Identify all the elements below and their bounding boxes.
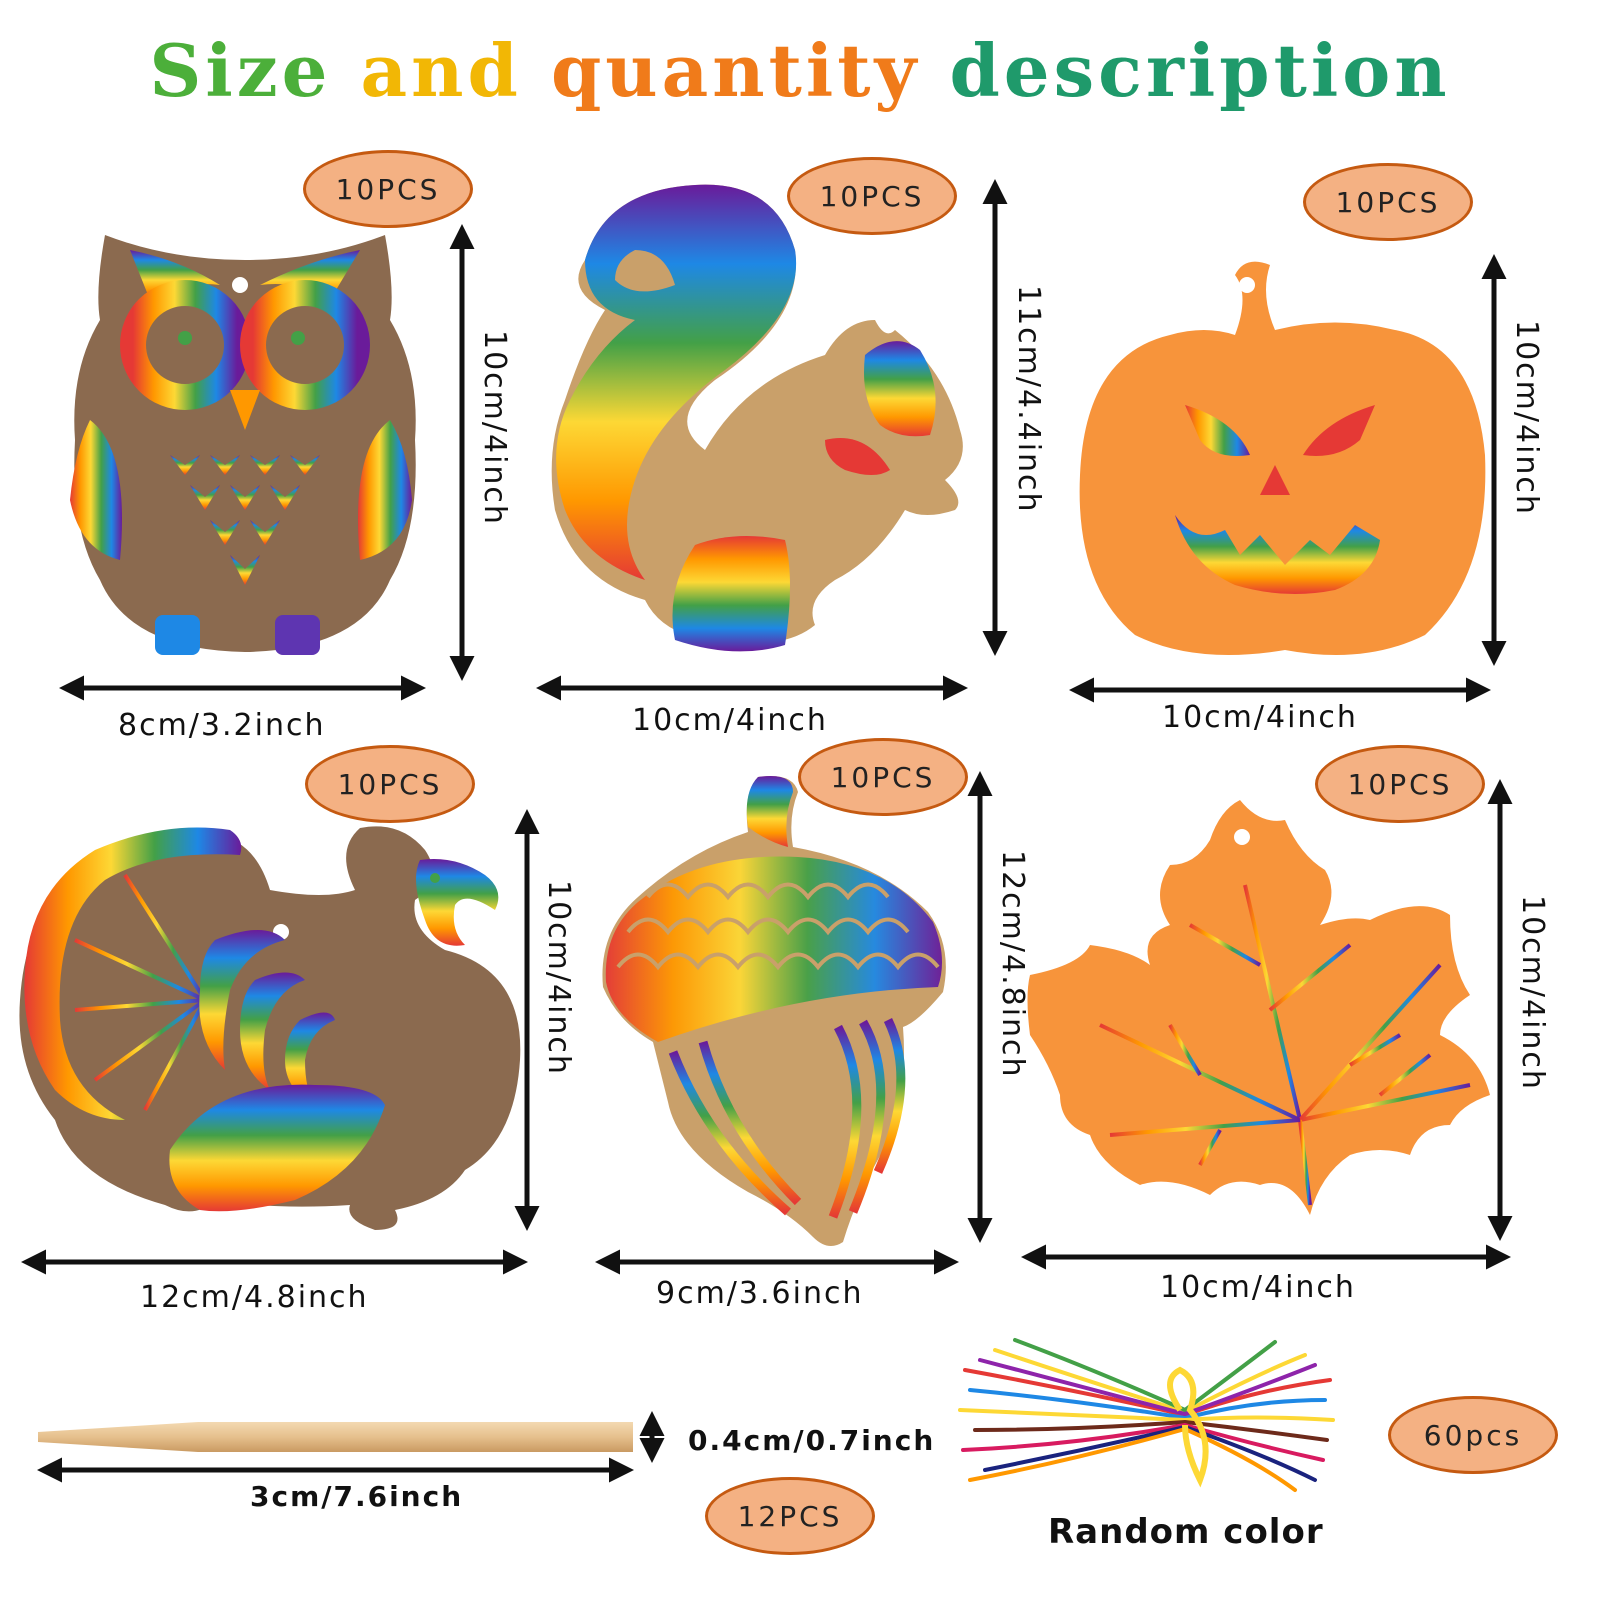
pumpkin-card [1079, 261, 1486, 655]
stick-length-label: 3cm/7.6inch [250, 1480, 464, 1513]
squirrel-height-arrow [982, 179, 1008, 656]
turkey-quantity-badge: 10PCS [305, 745, 475, 823]
ribbon-bundle [958, 1338, 1335, 1492]
squirrel-height-label: 11cm/4.4inch [1011, 285, 1046, 514]
pumpkin-width-label: 10cm/4inch [1162, 700, 1358, 735]
turkey-width-arrow [21, 1249, 528, 1275]
maple-leaf-width-arrow [1021, 1244, 1511, 1270]
title-word-1: Size [149, 28, 332, 113]
maple-leaf-width-label: 10cm/4inch [1160, 1270, 1356, 1305]
ribbon-quantity-badge: 60pcs [1388, 1396, 1558, 1474]
squirrel-width-label: 10cm/4inch [632, 703, 828, 738]
acorn-card [602, 776, 946, 1246]
owl-height-label: 10cm/4inch [477, 330, 512, 526]
acorn-quantity-badge: 10PCS [798, 738, 968, 816]
maple-leaf-quantity-badge: 10PCS [1315, 745, 1485, 823]
title-word-3: quantity [550, 28, 921, 113]
owl-width-arrow [59, 675, 426, 701]
turkey-height-arrow [514, 809, 540, 1231]
stick-length-arrow [37, 1457, 634, 1483]
title-word-4: description [949, 28, 1451, 113]
acorn-width-label: 9cm/3.6inch [656, 1276, 864, 1311]
pumpkin-width-arrow [1069, 677, 1491, 703]
owl-card [70, 235, 416, 655]
maple-leaf-card [1027, 800, 1490, 1215]
ribbon-caption: Random color [1048, 1512, 1324, 1552]
pumpkin-height-label: 10cm/4inch [1509, 320, 1544, 516]
wooden-stick [38, 1422, 633, 1452]
stick-quantity-badge: 12PCS [705, 1477, 875, 1555]
owl-height-arrow [449, 224, 475, 681]
turkey-height-label: 10cm/4inch [541, 880, 576, 1076]
turkey-width-label: 12cm/4.8inch [140, 1280, 369, 1315]
squirrel-quantity-badge: 10PCS [787, 157, 957, 235]
maple-leaf-height-arrow [1487, 779, 1513, 1241]
acorn-width-arrow [595, 1249, 959, 1275]
pumpkin-quantity-badge: 10PCS [1303, 163, 1473, 241]
maple-leaf-height-label: 10cm/4inch [1515, 895, 1550, 1091]
acorn-height-arrow [967, 771, 993, 1243]
stick-diameter-label: 0.4cm/0.7inch [688, 1424, 936, 1457]
squirrel-width-arrow [536, 675, 968, 701]
page-title: Size and quantity description [0, 28, 1600, 113]
turkey-card [19, 826, 521, 1230]
owl-width-label: 8cm/3.2inch [118, 708, 326, 743]
owl-quantity-badge: 10PCS [303, 150, 473, 228]
squirrel-card [551, 184, 963, 652]
stick-diameter-arrow [639, 1411, 665, 1463]
title-word-2: and [360, 28, 522, 113]
pumpkin-height-arrow [1481, 254, 1507, 666]
